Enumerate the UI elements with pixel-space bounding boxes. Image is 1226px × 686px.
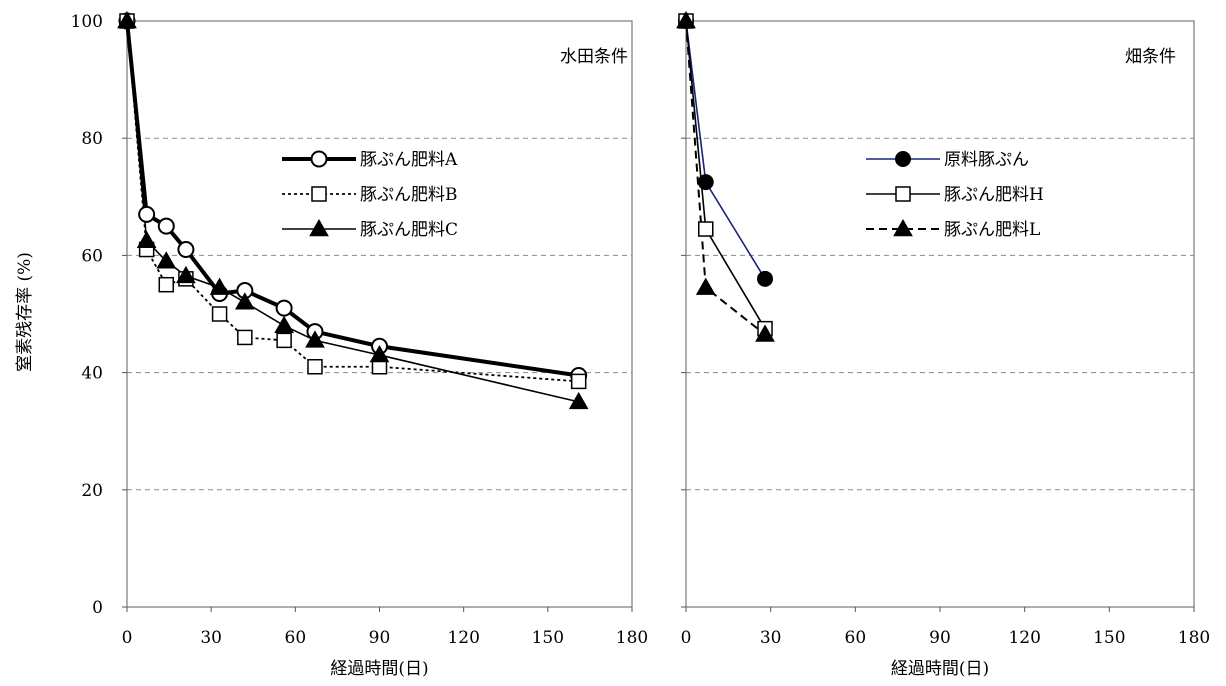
x-tick-label: 90 (929, 628, 951, 648)
y-tick-label: 60 (81, 246, 103, 266)
data-point (697, 174, 714, 191)
data-point (138, 205, 156, 223)
data-point (276, 332, 292, 349)
y-tick-label: 100 (71, 12, 103, 32)
data-point (156, 251, 177, 269)
data-point (755, 324, 775, 342)
data-point (274, 315, 294, 333)
x-tick-label: 60 (285, 628, 307, 648)
data-point (695, 277, 716, 295)
data-point (698, 221, 714, 237)
panel-label: 水田条件 (560, 47, 628, 67)
x-tick-label: 90 (369, 628, 391, 648)
legend-marker (893, 218, 913, 237)
y-tick-label: 0 (92, 598, 103, 618)
x-tick-label: 180 (1178, 628, 1210, 648)
data-point (307, 358, 323, 375)
plot-frame (126, 20, 633, 608)
x-tick-label: 0 (681, 628, 692, 648)
data-point (158, 276, 175, 293)
x-tick-label: 120 (1008, 628, 1040, 648)
data-point (177, 241, 195, 259)
x-tick-label: 30 (200, 628, 222, 648)
data-point (369, 345, 390, 363)
y-tick-label: 20 (81, 481, 103, 501)
series-line-e8b19ae381b7e38293e882a5 (685, 20, 766, 336)
data-point (237, 329, 253, 346)
panel-label: 畑条件 (1125, 47, 1176, 67)
series-line-e8b19ae381b7e38293e882a5 (126, 20, 579, 383)
legend-label: 豚ぷん肥料B (360, 185, 458, 205)
plot-frame (685, 20, 1195, 608)
paddy-panel: 0 20 40 60 80 100 0 30 60 90 120 150 180 経過時間(日) 水田条件豚… (71, 10, 648, 679)
legend-label: 豚ぷん肥料A (360, 150, 458, 170)
data-point (275, 299, 293, 317)
legend-label: 原料豚ぷん (944, 150, 1029, 170)
data-point (157, 217, 175, 235)
data-point (305, 330, 325, 348)
data-point (757, 270, 774, 287)
data-point (234, 292, 255, 310)
data-point (676, 10, 696, 29)
x-tick-label: 60 (845, 628, 867, 648)
x-tick-label: 180 (616, 628, 648, 648)
legend-marker (310, 150, 328, 168)
data-point (568, 391, 589, 410)
x-tick-label: 150 (1093, 628, 1125, 648)
x-tick-label: 30 (760, 628, 782, 648)
x-axis-label: 経過時間(日) (330, 659, 428, 679)
y-tick-label: 40 (81, 364, 103, 384)
legend-marker (311, 186, 327, 202)
data-point (211, 306, 228, 322)
legend-label: 豚ぷん肥料L (944, 220, 1040, 240)
x-tick-label: 120 (447, 628, 479, 648)
x-tick-label: 0 (122, 628, 133, 648)
data-point (209, 277, 230, 295)
legend-marker (895, 151, 911, 167)
data-point (136, 230, 157, 248)
data-point (570, 373, 587, 390)
legend-label: 豚ぷん肥料H (944, 185, 1044, 205)
legend-marker (895, 186, 911, 202)
series-line-e8b19ae381b7e38293e882a5 (125, 20, 579, 378)
y-axis-label: 窒素残存率 (%) (15, 252, 35, 372)
y-tick-label: 80 (81, 129, 103, 149)
legend-marker (309, 218, 329, 237)
series-line-e8b19ae381b7e38293e882a5 (685, 20, 766, 330)
data-point (117, 10, 137, 29)
series-line-e8b19ae381b7e38293e882a5 (126, 20, 579, 403)
legend-label: 豚ぷん肥料C (360, 220, 458, 240)
x-tick-label: 150 (532, 628, 564, 648)
x-axis-label: 経過時間(日) (891, 659, 989, 679)
data-point (176, 265, 196, 284)
